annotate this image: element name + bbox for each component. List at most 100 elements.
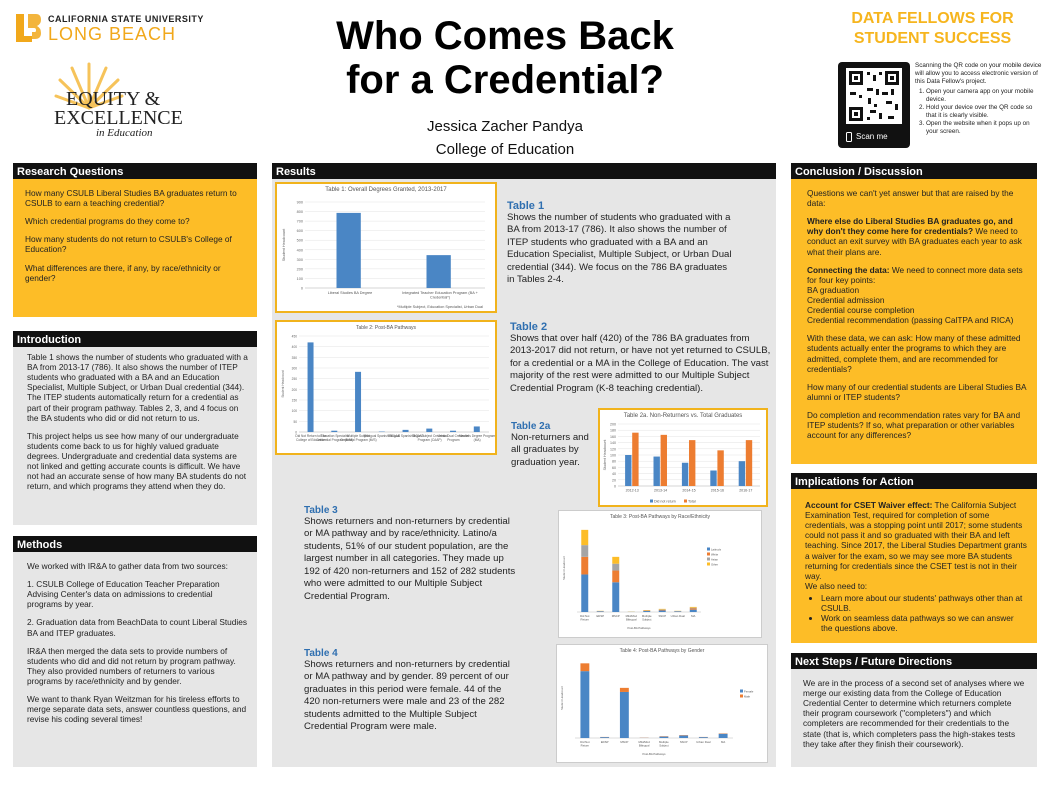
y-axis-label: Student Headcount — [562, 556, 566, 580]
x-tick-label: Did Not Return to The — [295, 434, 326, 438]
key-point: Credential recommendation (passing CalTP… — [807, 315, 1014, 326]
y-axis-label: Student Headcount — [282, 228, 286, 261]
table1-description: Shows the number of students who graduat… — [507, 212, 732, 286]
table2a-text-block: Table 2a Non-returners and all graduates… — [511, 421, 601, 469]
bar — [689, 440, 696, 486]
x-tick-label: EDSP — [596, 614, 604, 618]
bar — [717, 450, 724, 486]
table2-description: Shows that over half (420) of the 786 BA… — [510, 333, 771, 394]
methods-panel: We worked with IR&A to gather data from … — [13, 552, 257, 767]
bar — [581, 545, 589, 557]
conclusion-intro: Questions we can't yet answer but that a… — [807, 188, 1014, 209]
bar — [619, 687, 629, 692]
y-tick-label: 200 — [292, 388, 298, 392]
fellows-line2: STUDENT SUCCESS — [853, 30, 1012, 47]
title-line1: Who Comes Back — [336, 14, 674, 58]
qr-intro-text: Scanning the QR code on your mobile devi… — [915, 62, 1042, 86]
legend-label: Male — [744, 695, 751, 699]
table4-heading: Table 4 — [304, 648, 338, 659]
next-steps-panel: We are in the process of a second set of… — [791, 669, 1037, 767]
methods-paragraph: IR&A then merged the data sets to provid… — [27, 645, 236, 686]
author-name: Jessica Zacher Pandya — [427, 118, 583, 135]
poster-title: Who Comes Back for a Credential? — [290, 14, 720, 102]
table2-heading: Table 2 — [510, 321, 548, 333]
lb-monogram-icon — [16, 14, 41, 42]
bar — [581, 556, 589, 575]
legend-label: Asian — [711, 558, 718, 562]
implications-text: The California Subject Examination Test,… — [805, 500, 1027, 581]
x-tick-label: Multiple — [659, 740, 669, 744]
table2a-chart-svg: 0 20 40 60 80 100 120 140 160 180 200 Student Headc… — [603, 423, 760, 504]
y-tick-label: 150 — [292, 399, 298, 403]
bar — [658, 610, 666, 612]
implications-heading: Implications for Action — [791, 473, 1037, 489]
introduction-heading: Introduction — [13, 331, 257, 347]
y-axis-label: Student Headcount — [560, 686, 564, 710]
table1-heading: Table 1 — [507, 200, 545, 212]
phone-icon — [846, 132, 852, 142]
bar — [658, 608, 666, 610]
fellows-line1: DATA FELLOWS FOR — [851, 10, 1014, 27]
x-tick-label: Subject — [659, 743, 669, 747]
y-axis-label: Student Headcount — [603, 440, 607, 471]
implications-paragraph: Account for CSET Waiver effect: The Cali… — [805, 500, 1027, 581]
x-tick-label: Bilingual — [639, 743, 650, 747]
bar — [402, 429, 409, 432]
bar — [689, 608, 697, 610]
table2a-heading: Table 2a — [511, 421, 551, 432]
research-questions-heading: Research Questions — [13, 163, 257, 179]
y-tick-label: 350 — [292, 356, 298, 360]
y-tick-label: 50 — [293, 420, 297, 424]
implications-also: We also need to: — [805, 580, 868, 591]
qr-code[interactable]: Scan me — [838, 62, 910, 148]
conclusion-paragraph: How many of our credential students are … — [807, 381, 1027, 402]
bar — [596, 611, 604, 612]
table4-description: Shows returners and non-returners by cre… — [304, 659, 510, 733]
introduction-paragraph: Table 1 shows the number of students who… — [27, 352, 248, 423]
y-tick-label: 0 — [301, 287, 303, 291]
conclusion-text: We need to connect more data sets for fo… — [807, 264, 1023, 285]
y-tick-label: 600 — [297, 229, 303, 233]
conclusion-paragraph: With these data, we can ask: How many of… — [807, 333, 1021, 374]
x-tick-label: Urban Dual — [696, 740, 711, 744]
college-name: College of Education — [435, 141, 575, 158]
x-axis-label: Post-BA Pathways — [627, 626, 651, 630]
x-tick-label: Education Specialist — [320, 434, 349, 438]
methods-paragraph: 2. Graduation data from BeachData to cou… — [27, 617, 248, 638]
x-tick-label: Credential Program (M/M) — [316, 438, 353, 442]
y-tick-label: 0 — [295, 431, 297, 435]
y-tick-label: 700 — [297, 220, 303, 224]
y-tick-label: 200 — [297, 267, 303, 271]
equity-line3: in Education — [96, 127, 153, 139]
legend-label: White — [711, 553, 719, 557]
y-tick-label: 60 — [612, 466, 616, 470]
legend-swatch — [650, 499, 653, 503]
x-tick-label: MA — [721, 740, 725, 744]
title-line2: for a Credential? — [346, 58, 664, 102]
university-line1: CALIFORNIA STATE UNIVERSITY — [48, 14, 204, 24]
y-tick-label: 100 — [297, 277, 303, 281]
x-tick-label: Program (CAAP) — [418, 438, 442, 442]
equity-line2: EXCELLENCE — [54, 107, 183, 129]
bar — [331, 430, 338, 432]
y-tick-label: 40 — [612, 472, 616, 476]
qr-code-icon — [846, 68, 902, 124]
research-question: Which credential programs do they come t… — [25, 216, 190, 227]
x-tick-label: 2016-17 — [739, 489, 752, 493]
x-tick-label: Mild/Mod — [626, 614, 638, 618]
y-tick-label: 100 — [292, 409, 298, 413]
x-tick-label: College of Education — [296, 438, 326, 442]
bar — [355, 371, 362, 432]
bar — [600, 737, 610, 738]
x-tick-label: Multiple Subject — [347, 434, 370, 438]
x-tick-label: SSCP — [680, 740, 688, 744]
y-tick-label: 500 — [297, 239, 303, 243]
research-question: What differences are there, if any, by r… — [25, 262, 221, 283]
sunburst-icon — [54, 62, 124, 110]
bar — [581, 574, 589, 612]
research-question: How many CSULB Liberal Studies BA gradua… — [25, 188, 237, 209]
table2-chart: Table 2: Post-BA Pathways 0 50 100 150 200 25… — [275, 320, 497, 455]
bar — [659, 736, 669, 738]
y-tick-label: 450 — [292, 335, 298, 339]
key-point: BA graduation — [807, 284, 860, 295]
